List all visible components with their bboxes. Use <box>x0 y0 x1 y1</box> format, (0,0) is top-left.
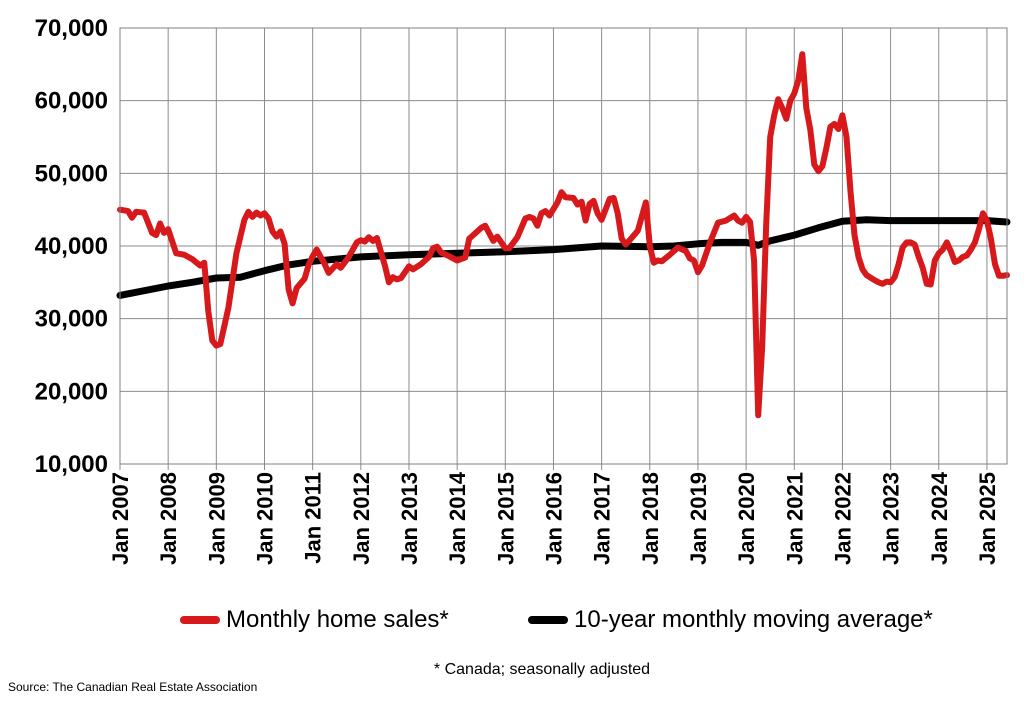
x-tick-label: Jan 2019 <box>686 472 711 565</box>
grid-lines <box>119 27 1007 470</box>
source-note: Source: The Canadian Real Estate Associa… <box>8 680 258 694</box>
x-tick-label: Jan 2020 <box>734 472 759 565</box>
legend-swatch-moving-average <box>528 616 568 624</box>
x-axis-ticks: Jan 2007 Jan 2008 Jan 2009 Jan 2010 Jan 2011… <box>108 471 1000 565</box>
series-line-monthly-sales <box>117 51 1010 419</box>
x-tick-label: Jan 2007 <box>108 472 133 565</box>
x-tick-label: Jan 2022 <box>830 472 855 565</box>
legend-label-monthly-sales: Monthly home sales* <box>226 606 449 633</box>
y-tick-label: 60,000 <box>35 88 108 115</box>
x-tick-label: Jan 2009 <box>204 472 229 565</box>
x-tick-label: Jan 2018 <box>638 472 663 565</box>
x-tick-label: Jan 2016 <box>541 472 566 565</box>
x-tick-label: Jan 2017 <box>590 472 615 565</box>
x-tick-label: Jan 2021 <box>782 472 807 565</box>
x-tick-label: Jan 2025 <box>975 472 1000 565</box>
x-tick-label: Jan 2014 <box>445 471 470 565</box>
x-tick-label: Jan 2023 <box>879 472 904 565</box>
legend-label-moving-average: 10-year monthly moving average* <box>574 606 933 633</box>
y-tick-label: 40,000 <box>35 233 108 260</box>
x-tick-label: Jan 2008 <box>156 472 181 565</box>
x-tick-label: Jan 2024 <box>927 471 952 565</box>
legend-item-monthly-sales: Monthly home sales* <box>180 606 449 634</box>
x-tick-label: Jan 2010 <box>252 472 277 565</box>
footnote: * Canada; seasonally adjusted <box>433 661 651 678</box>
x-tick-label: Jan 2012 <box>349 472 374 565</box>
legend-item-moving-average: 10-year monthly moving average* <box>528 606 933 634</box>
y-axis-ticks: 10,000 20,000 30,000 40,000 50,000 60,000 70,0… <box>35 15 108 478</box>
y-tick-label: 30,000 <box>35 306 108 333</box>
y-tick-label: 10,000 <box>35 451 108 478</box>
plot-border <box>119 27 1008 465</box>
series-lines <box>116 51 1011 419</box>
x-tick-label: Jan 2013 <box>397 472 422 565</box>
legend-swatch-monthly-sales <box>180 616 220 624</box>
x-tick-label: Jan 2015 <box>493 472 518 565</box>
y-tick-label: 50,000 <box>35 160 108 187</box>
y-tick-label: 70,000 <box>35 15 108 42</box>
legend: Monthly home sales* 10-year monthly movi… <box>0 606 1024 646</box>
x-tick-label: Jan 2011 <box>301 472 326 564</box>
y-tick-label: 20,000 <box>35 378 108 405</box>
line-chart: 10,000 20,000 30,000 40,000 50,000 60,000 70,0… <box>35 15 1011 565</box>
